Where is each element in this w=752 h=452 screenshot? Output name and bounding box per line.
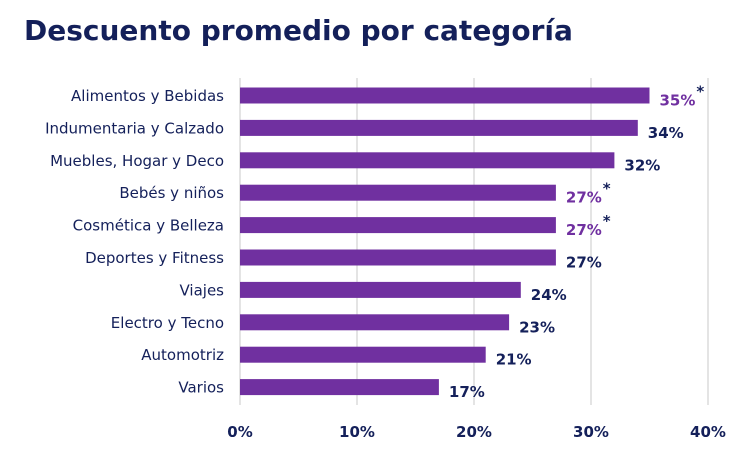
data-label: 27%: [566, 189, 602, 207]
highlight-marker: *: [696, 83, 704, 101]
data-label: 17%: [449, 383, 485, 401]
data-label: 35%: [660, 92, 696, 110]
bar: [240, 152, 615, 169]
highlight-marker: *: [603, 212, 611, 230]
chart-title: Descuento promedio por categoría: [24, 14, 573, 47]
bar: [240, 314, 510, 331]
bar: [240, 346, 486, 363]
value-labels: 35% *34%32%27% *27% *27%24%23%21%17%: [449, 83, 705, 402]
bar: [240, 184, 556, 201]
bar: [240, 379, 439, 396]
category-label: Cosmética y Belleza: [73, 217, 224, 235]
category-label: Viajes: [179, 281, 224, 299]
x-tick-label: 0%: [227, 423, 252, 441]
category-labels: Alimentos y Bebidas Indumentaria y Calzad…: [45, 87, 224, 397]
highlight-marker: *: [603, 180, 611, 198]
x-tick-label: 20%: [456, 423, 492, 441]
category-label: Automotriz: [141, 346, 224, 364]
bar: [240, 249, 556, 266]
data-label: 27%: [566, 254, 602, 272]
bar: [240, 281, 521, 298]
x-tick-label: 40%: [690, 423, 726, 441]
bar: [240, 87, 650, 104]
data-label: 21%: [496, 351, 532, 369]
bars: [240, 87, 650, 396]
category-label: Varios: [178, 379, 224, 397]
category-label: Bebés y niños: [119, 184, 224, 202]
data-label: 24%: [531, 286, 567, 304]
x-tick-labels: 0% 10% 20% 30% 40%: [227, 423, 726, 441]
bar: [240, 217, 556, 234]
category-label: Alimentos y Bebidas: [71, 87, 224, 105]
data-label: 34%: [648, 124, 684, 142]
category-label: Indumentaria y Calzado: [45, 119, 224, 137]
data-label: 27%: [566, 221, 602, 239]
x-tick-label: 30%: [573, 423, 609, 441]
data-label: 23%: [519, 318, 555, 336]
data-label: 32%: [624, 156, 660, 174]
category-label: Deportes y Fitness: [85, 249, 224, 267]
category-label: Muebles, Hogar y Deco: [50, 152, 224, 170]
category-label: Electro y Tecno: [111, 314, 224, 332]
x-tick-label: 10%: [339, 423, 375, 441]
bar: [240, 119, 638, 136]
